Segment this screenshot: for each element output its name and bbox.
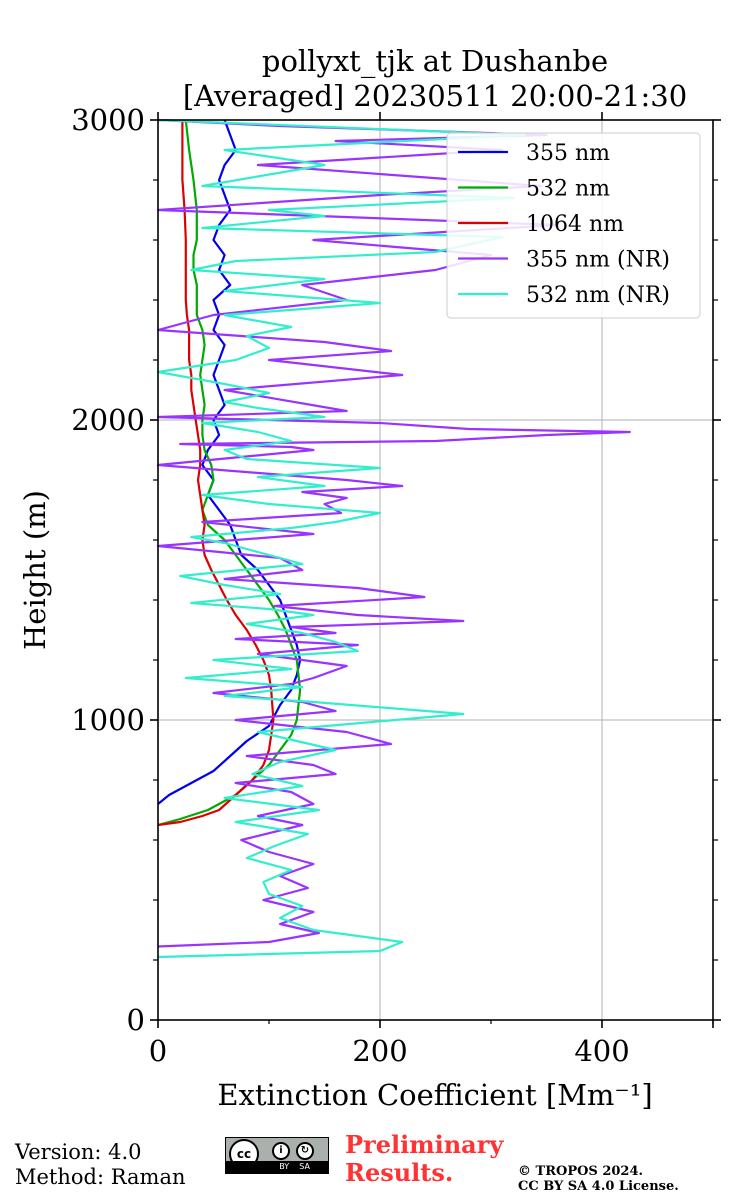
sa-icon: ↻ <box>296 1142 314 1160</box>
series-line-4 <box>156 118 526 959</box>
x-tick-label-2: 400 <box>574 1034 629 1068</box>
copyright-line-2: CC BY SA 4.0 License. <box>518 1179 679 1194</box>
preliminary-line-1: Preliminary <box>345 1130 504 1159</box>
x-tick-label-0: 0 <box>149 1034 167 1068</box>
preliminary-notice: Preliminary Results. <box>345 1131 503 1187</box>
y-tick-label-2: 2000 <box>71 403 145 437</box>
preliminary-line-2: Results. <box>345 1158 454 1187</box>
legend-label-4: 532 nm (NR) <box>526 283 670 308</box>
chart-title-line-1: pollyxt_tjk at Dushanbe <box>262 44 608 79</box>
cc-label-strip: BY SA <box>226 1161 328 1173</box>
y-tick-label-3: 3000 <box>71 103 145 137</box>
y-tick-label-1: 1000 <box>71 703 145 737</box>
by-icon: i <box>272 1142 290 1160</box>
copyright-line-1: © TROPOS 2024. <box>518 1164 644 1179</box>
x-tick-label-1: 200 <box>352 1034 407 1068</box>
series-layer <box>156 118 631 959</box>
legend-label-3: 355 nm (NR) <box>526 248 670 273</box>
cc-license-logo: cc i ↻ BY SA <box>225 1137 329 1174</box>
axes: 0 200 400 0 1000 2000 3000 <box>71 103 721 1068</box>
legend-label-0: 355 nm <box>526 141 610 166</box>
y-tick-label-0: 0 <box>127 1003 145 1037</box>
copyright-notice: © TROPOS 2024. CC BY SA 4.0 License. <box>518 1164 679 1194</box>
x-axis-label: Extinction Coefficient [Mm⁻¹] <box>217 1078 652 1112</box>
chart-title-line-2: [Averaged] 20230511 20:00-21:30 <box>183 79 687 113</box>
cc-icon: cc <box>229 1139 259 1169</box>
legend-label-1: 532 nm <box>526 177 610 202</box>
version-text: Version: 4.0 <box>15 1140 142 1164</box>
legend-box <box>446 132 701 319</box>
y-axis-label: Height (m) <box>18 490 52 650</box>
plot-frame <box>157 119 714 1021</box>
series-line-2 <box>157 120 275 827</box>
legend: 355 nm 532 nm 1064 nm 355 nm (NR) 532 nm (NR… <box>446 132 701 319</box>
method-text: Method: Raman <box>15 1165 186 1189</box>
legend-label-2: 1064 nm <box>526 212 624 237</box>
footer-info: Version: 4.0 Method: Raman <box>15 1140 186 1190</box>
